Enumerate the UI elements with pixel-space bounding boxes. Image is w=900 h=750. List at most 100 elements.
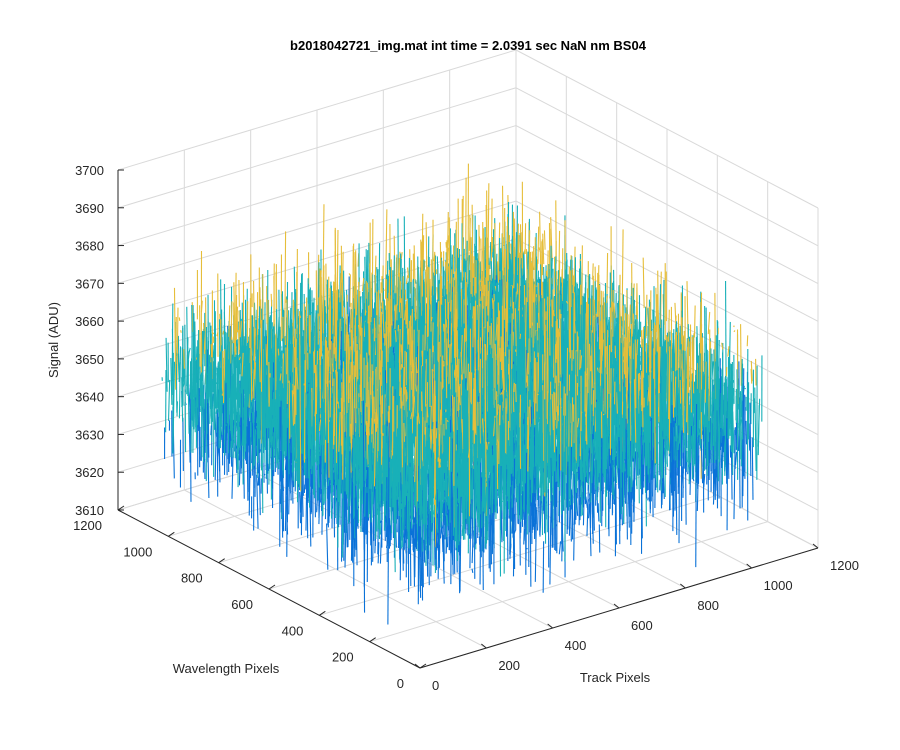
surface-segment [400,252,403,260]
surface-segment [406,267,410,279]
surface-segment [393,328,396,344]
surface-segment [294,398,297,418]
surface-segment [214,338,217,409]
surface-segment [178,362,181,370]
surface-segment [446,211,449,295]
surface-segment [251,423,254,464]
surface-segment [241,352,244,377]
surface-segment [444,261,448,274]
surface-segment [222,330,225,335]
surface-segment [255,434,258,457]
surface-segment [219,368,222,449]
surface-segment [175,317,177,365]
surface-segment [210,377,213,443]
surface-segment [238,356,241,361]
surface-segment [401,318,404,363]
surface-segment [461,195,464,289]
surface-segment [220,387,223,394]
surface-segment [538,247,541,251]
surface-segment [383,289,385,291]
surface-segment [354,376,357,411]
surface-segment [334,315,337,352]
surface-segment [199,374,202,397]
surface-segment [480,285,483,302]
surface-segment [430,316,433,322]
surface-segment [216,331,219,337]
surface-segment [208,366,211,417]
surface-segment [330,308,333,336]
surface-segment [197,353,200,426]
surface-segment [206,426,210,499]
surface-segment [167,379,171,421]
surface-segment [292,336,295,373]
surface-segment [259,388,262,396]
surface-segment [528,258,531,266]
side-wall-grid-line [515,49,819,209]
surface-segment [253,343,256,361]
surface-segment [403,309,406,321]
surface-segment [497,261,500,283]
surface-segment [374,255,377,293]
surface-segment [420,239,423,329]
surface-segment [384,209,388,299]
surface-segment [233,282,236,358]
surface-segment [550,217,553,262]
surface-segment [340,295,342,337]
surface-segment [238,392,241,408]
surface-segment [519,224,522,265]
surface-segment [543,230,546,250]
surface-segment [242,364,245,429]
surface-segment [339,273,342,303]
surface-segment [481,280,484,296]
surface-segment [222,350,226,404]
surface-segment [184,324,187,453]
surface-segment [241,430,244,446]
surface-segment [253,281,256,381]
surface-segment [409,249,411,294]
surface-segment [397,257,400,306]
surface-segment [248,421,251,492]
surface-segment [413,245,417,321]
surface-segment [490,261,494,287]
surface-segment [279,489,282,504]
surface-segment [170,357,173,405]
surface-segment [196,340,199,408]
surface-segment [183,349,185,369]
surface-segment [202,403,205,411]
surface-segment [212,332,215,335]
surface-segment [214,432,217,481]
surface-segment [513,257,516,289]
surface-segment [234,354,237,459]
surface-segment [218,354,221,449]
surface-segment [203,322,206,355]
surface-segment [237,360,240,448]
surface-segment [398,281,401,313]
surface-segment [489,242,492,269]
surface-segment [178,346,182,419]
surface-segment [537,270,539,319]
surface-segment [226,336,229,424]
surface-segment [364,280,367,316]
surface-segment [213,393,216,429]
surface-segment [482,247,485,297]
surface-segment [535,285,537,287]
surface-segment [189,384,192,502]
surface-segment [445,240,448,290]
back-wall-grid-line [117,162,517,284]
surface-segment [240,400,243,474]
surface-segment [207,403,210,458]
surface-segment [479,280,481,283]
surface-segment [370,272,373,323]
surface-segment [542,233,545,265]
surface-segment [551,277,553,287]
surface-segment [274,455,276,458]
surface-segment [501,185,504,246]
side-wall-grid-line [515,200,819,360]
back-wall-grid-line [117,49,517,171]
surface-segment [374,307,377,340]
side-wall-grid-line [515,125,819,284]
surface-segment [231,392,234,458]
surface-segment [429,278,432,305]
surface-segment [537,226,540,264]
